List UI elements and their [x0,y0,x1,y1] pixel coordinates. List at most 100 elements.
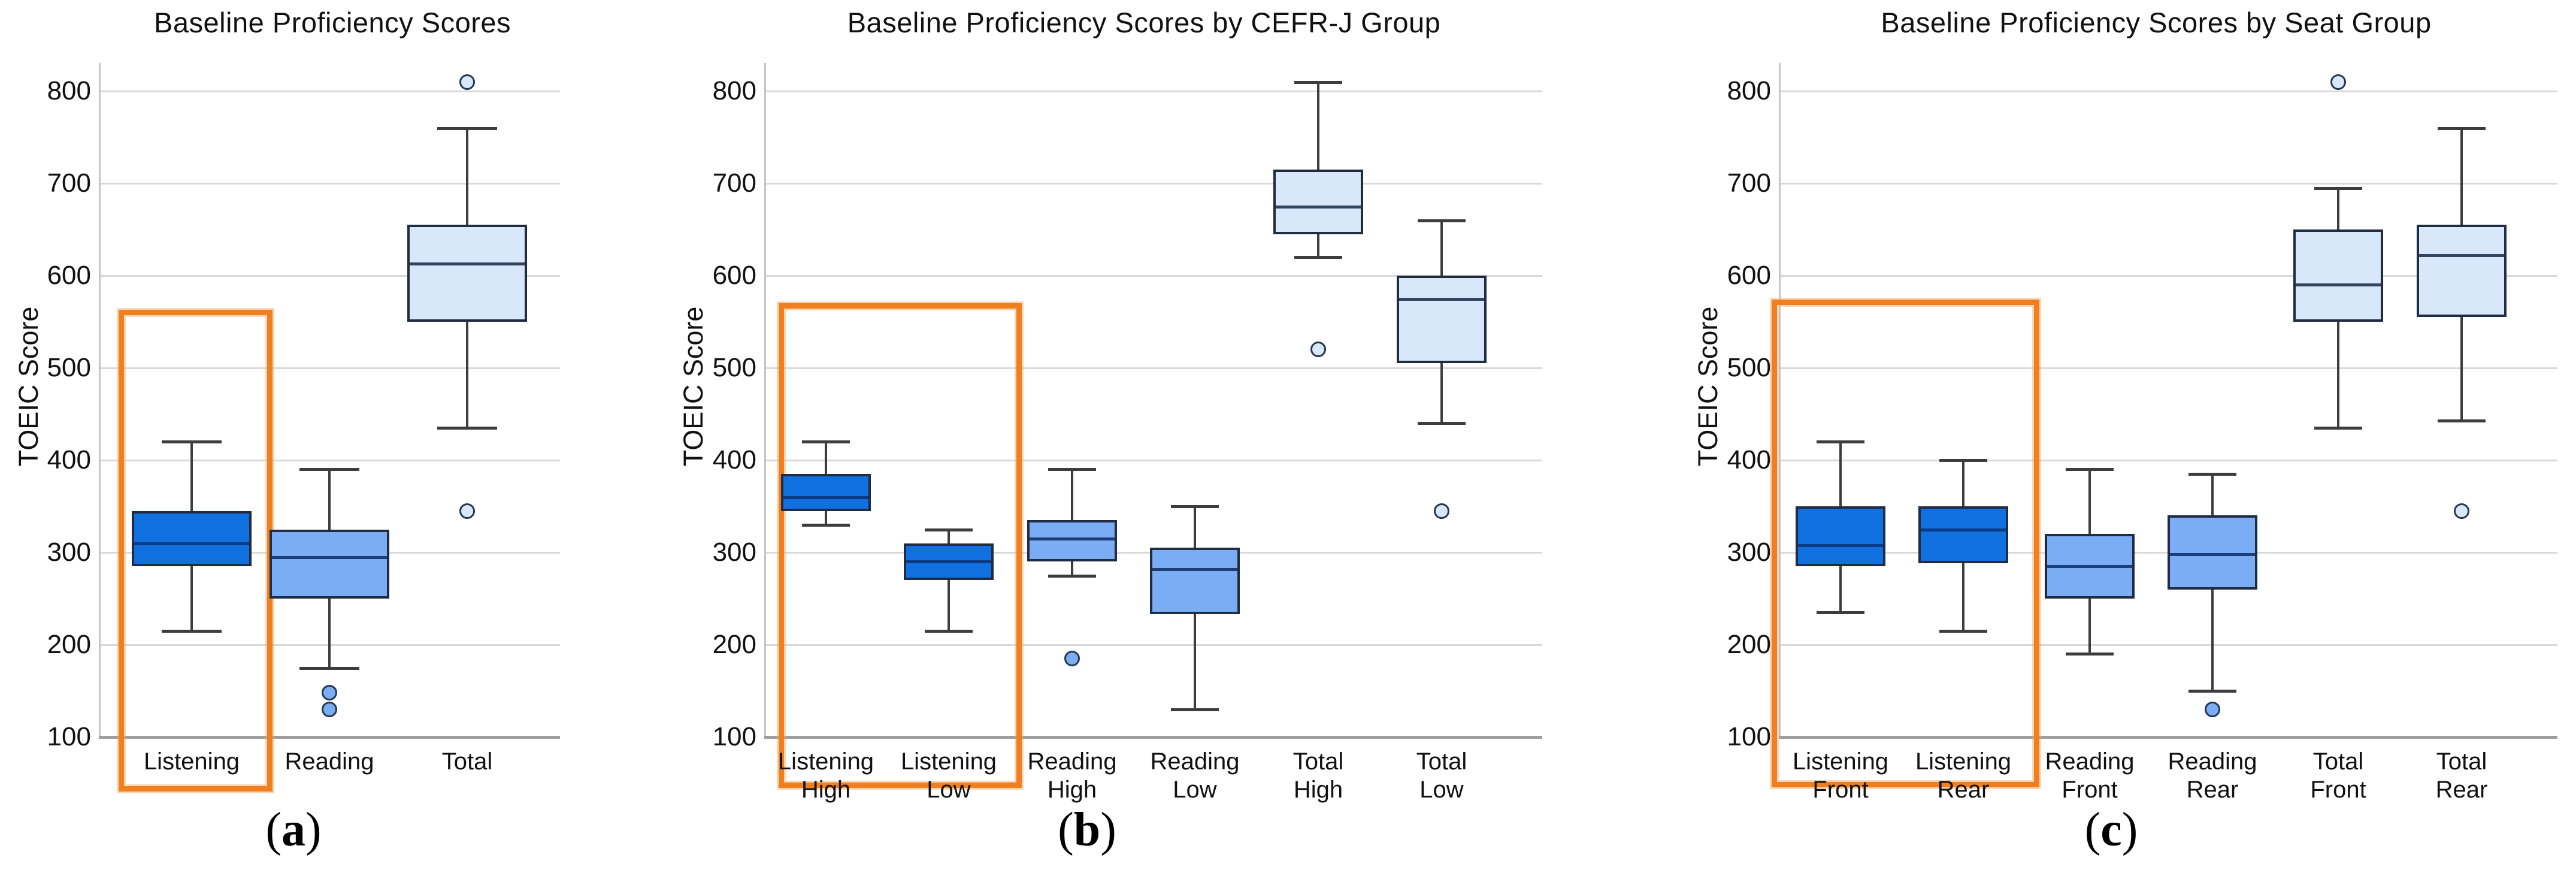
gridline-400 [764,460,1542,461]
whisker-cap-max [437,126,497,130]
y-axis-line [99,63,101,737]
whisker-cap-min [2066,653,2114,656]
y-tick-label-300: 300 [47,537,91,567]
outlier-point [459,503,475,519]
whisker-cap-max [1048,468,1096,472]
outlier-point [2454,503,2469,519]
category-label-total-rear: Total Rear [2435,748,2488,803]
median-line [1798,543,1883,547]
box-iqr [1918,506,2008,564]
category-label-listening: Listening [143,748,240,775]
whisker-cap-min [1171,708,1219,711]
x-axis-line [99,736,560,739]
y-tick-label-500: 500 [712,353,756,382]
gridline-200 [764,644,1542,646]
box-iqr [2417,225,2507,318]
whisker-cap-max [802,440,850,444]
whisker-cap-min [1294,256,1342,259]
category-label-total-high: Total High [1292,748,1344,803]
category-label-listening-rear: Listening Rear [1915,748,2012,803]
gridline-600 [99,275,560,277]
whisker-cap-min [437,427,497,430]
whisker-cap-max [299,468,359,472]
median-line [783,496,868,499]
y-tick-label-100: 100 [47,722,91,751]
median-line [906,560,991,564]
gridline-700 [1779,183,2557,185]
y-tick-label-500: 500 [1727,353,1771,382]
median-line [410,262,525,265]
y-tick-label-700: 700 [1727,168,1771,198]
x-axis-line [764,736,1542,739]
category-label-listening-low: Listening Low [900,748,997,803]
median-line [1276,205,1361,209]
gridline-700 [99,183,560,185]
whisker-cap-min [1048,574,1096,578]
whisker-cap-min [162,629,222,633]
gridline-600 [1779,275,2557,277]
gridline-800 [1779,90,2557,92]
y-tick-label-500: 500 [47,353,91,382]
y-tick-label-300: 300 [712,537,756,567]
gridline-500 [1779,367,2557,369]
box-iqr [407,225,527,322]
gridline-400 [99,460,560,461]
y-tick-label-200: 200 [712,630,756,659]
gridline-200 [1779,644,2557,646]
outlier-point [322,685,337,701]
median-line [2170,553,2255,557]
whisker-cap-min [1817,611,1864,615]
category-label-reading-low: Reading Low [1150,748,1240,803]
y-tick-label-600: 600 [47,261,91,290]
median-line [134,542,249,545]
y-tick-label-100: 100 [712,722,756,751]
whisker-cap-min [2438,419,2486,422]
whisker-cap-min [1418,422,1466,425]
panel-title: Baseline Proficiency Scores by Seat Grou… [1881,7,2432,38]
whisker-cap-min [925,629,973,633]
box-iqr [1150,548,1240,615]
y-axis-line [764,63,766,737]
y-tick-label-800: 800 [47,76,91,105]
gridline-600 [764,275,1542,277]
box-iqr [1796,506,1885,567]
whisker-cap-max [1294,80,1342,84]
whisker-cap-max [1939,459,1987,462]
whisker-cap-max [162,440,222,444]
category-label-total-front: Total Front [2310,748,2366,803]
y-tick-label-300: 300 [1727,537,1771,567]
box-iqr [1397,276,1487,364]
y-axis-label: TOEIC Score [1693,306,1723,467]
box-iqr [2293,229,2383,322]
box-iqr [1273,169,1363,234]
x-axis-line [1779,736,2557,739]
box-iqr [270,529,389,599]
panel-caption-b: (b) [1058,803,1116,856]
median-line [272,555,387,559]
outlier-point [1064,651,1080,667]
category-label-reading-front: Reading Front [2045,748,2135,803]
category-label-total: Total [441,748,493,775]
panel-title: Baseline Proficiency Scores by CEFR-J Gr… [847,7,1441,38]
gridline-500 [764,367,1542,369]
whisker-cap-max [1817,440,1864,444]
gridline-500 [99,367,560,369]
whisker-cap-min [1939,629,1987,633]
category-label-listening-front: Listening Front [1792,748,1889,803]
category-label-reading-rear: Reading Rear [2168,748,2257,803]
y-axis-line [1779,63,1781,737]
whisker-cap-max [2188,473,2236,476]
whisker-cap-max [925,528,973,531]
category-label-listening-high: Listening High [777,748,874,803]
panel-caption-a: (a) [265,803,322,856]
whisker-cap-max [1418,219,1466,222]
gridline-400 [1779,460,2557,461]
y-tick-label-200: 200 [47,630,91,659]
y-tick-label-100: 100 [1727,722,1771,751]
category-label-reading-high: Reading High [1027,748,1117,803]
whisker-cap-max [2066,468,2114,472]
y-axis-label: TOEIC Score [678,306,709,467]
y-tick-label-700: 700 [47,168,91,198]
outlier-point [459,74,475,90]
median-line [1921,528,2006,531]
